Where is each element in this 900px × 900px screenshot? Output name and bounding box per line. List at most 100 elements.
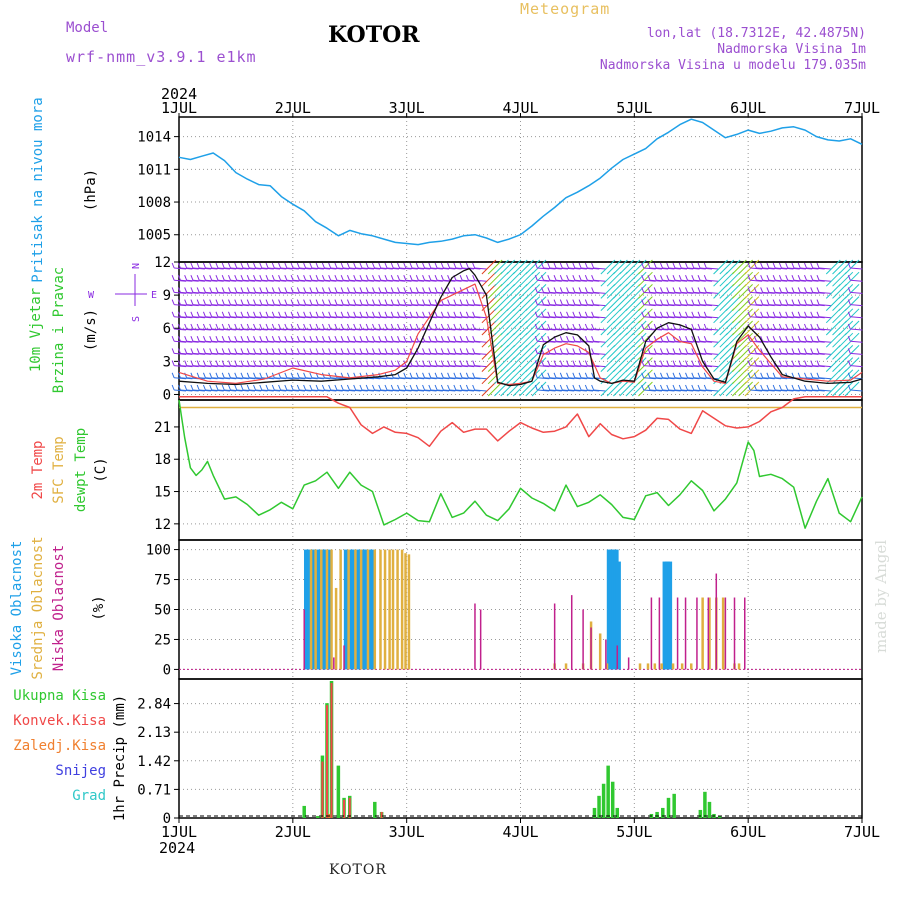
wind-barb-flag — [303, 348, 307, 354]
wind-barb-flag — [384, 275, 388, 281]
wind-barb — [719, 320, 735, 336]
wind-barb — [700, 328, 713, 331]
wind-barb-flag — [785, 336, 789, 342]
wind-barb-flag — [202, 299, 206, 305]
wind-barb — [318, 267, 331, 270]
wind-barb — [174, 377, 187, 380]
wind-barb-flag — [428, 384, 432, 391]
wind-barb — [556, 365, 569, 368]
wind-barb — [700, 267, 713, 270]
wind-barb — [781, 279, 794, 282]
wind-speed-line — [178, 267, 863, 387]
wind-barb — [681, 352, 694, 355]
wind-barb-flag — [760, 311, 764, 317]
wind-barb — [386, 267, 400, 270]
wind-barb-flag — [797, 299, 801, 305]
wind-barb-flag — [541, 384, 544, 391]
wind-barb — [186, 304, 199, 307]
wind-barb-flag — [409, 287, 413, 293]
wind-barb — [330, 365, 343, 368]
wind-barb-flag — [547, 287, 551, 293]
precip-total-bar — [672, 793, 676, 818]
wind-barb — [242, 291, 256, 294]
wind-barb-flag — [253, 323, 256, 330]
wind-barb — [174, 352, 187, 355]
wind-barb-flag — [253, 372, 256, 378]
wind-barb-flag — [816, 311, 820, 317]
wind-barb-flag — [202, 348, 206, 354]
cloud-mid-bar — [320, 549, 323, 670]
wind-barb — [574, 328, 587, 331]
wind-barb — [336, 279, 349, 282]
wind-barb — [793, 352, 807, 355]
wind-barb — [812, 377, 825, 380]
wind-barb-flag — [403, 299, 407, 305]
wind-barb-flag — [334, 360, 338, 366]
wind-barb — [280, 365, 293, 368]
y-tick-label: 1.42 — [137, 754, 171, 770]
wind-barb-flag — [472, 348, 476, 354]
cloud-low-bar — [553, 603, 556, 670]
wind-barb — [236, 304, 249, 307]
wind-barb-flag — [672, 262, 676, 269]
wind-barb — [424, 389, 437, 392]
wind-barb-flag — [804, 311, 807, 317]
wind-barb — [681, 267, 694, 270]
wind-barb — [681, 316, 694, 319]
wind-barb-flag — [246, 275, 250, 281]
wind-barb — [268, 365, 281, 368]
wind-barb — [674, 279, 688, 282]
wind-barb-flag — [816, 372, 820, 378]
wind-barb-flag — [415, 360, 419, 366]
wind-barb — [832, 369, 847, 385]
wind-barb — [738, 284, 753, 299]
wind-barb-flag — [810, 311, 814, 317]
wind-barb-flag — [572, 384, 576, 391]
wind-barb-flag — [253, 287, 256, 293]
wind-barb-flag — [390, 348, 394, 354]
wind-barb-flag — [397, 299, 400, 305]
wind-barb-flag — [685, 348, 688, 354]
wind-barb — [806, 267, 819, 270]
wind-barb-flag — [434, 348, 438, 354]
wind-barb — [562, 279, 575, 282]
wind-barb-flag — [703, 262, 707, 269]
wind-barb-flag — [422, 372, 426, 378]
wind-barb — [455, 279, 468, 282]
wind-barb-flag — [284, 262, 288, 269]
wind-barb — [706, 279, 719, 282]
wind-barb — [311, 352, 324, 355]
wind-barb-flag — [340, 323, 344, 330]
wind-barb-flag — [253, 336, 256, 342]
wind-barb — [468, 304, 481, 307]
wind-barb-flag — [785, 262, 789, 269]
wind-barb-flag — [440, 384, 444, 391]
wind-barb-flag — [660, 275, 663, 281]
wind-barb — [205, 291, 218, 294]
wind-barb — [512, 357, 528, 372]
wind-barb — [781, 304, 794, 307]
y-tick-label: 12 — [154, 255, 171, 271]
wind-barb — [806, 340, 819, 343]
wind-barb — [543, 389, 556, 392]
wind-barb — [674, 365, 688, 368]
wind-barb-flag — [566, 372, 570, 378]
wind-barb — [525, 284, 541, 299]
wind-barb — [311, 389, 324, 392]
wind-barb — [693, 316, 706, 319]
compass-n: N — [131, 263, 142, 269]
precip-total-bar — [597, 795, 601, 818]
wind-barb-flag — [685, 336, 688, 342]
wind-barb-flag — [190, 262, 194, 269]
cloud-high-bar — [615, 561, 621, 670]
wind-barb-flag — [202, 262, 206, 269]
wind-barb — [330, 267, 343, 270]
wind-barb-flag — [184, 299, 188, 305]
wind-barb-flag — [660, 262, 663, 269]
wind-barb — [268, 279, 281, 282]
wind-barb-flag — [315, 287, 319, 293]
wind-barb-flag — [666, 360, 670, 366]
cloud-low-bar — [303, 609, 305, 670]
wind-barb-flag — [691, 323, 695, 330]
wind-barb-flag — [403, 262, 407, 269]
